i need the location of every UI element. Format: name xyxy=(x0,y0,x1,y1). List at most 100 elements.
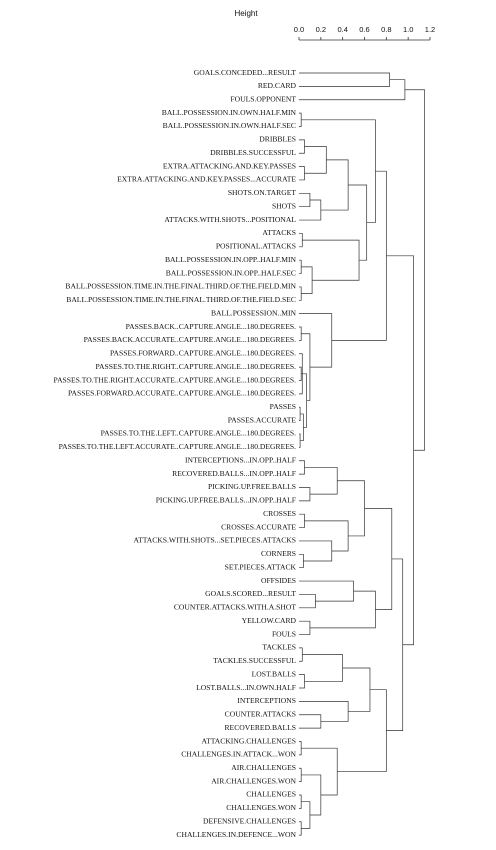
leaf-label: PASSES.ACCURATE xyxy=(228,415,297,424)
leaf-label: PICKING.UP.FREE.BALLS xyxy=(208,482,296,491)
x-tick-label: 0.6 xyxy=(359,25,369,34)
dendrogram-branch xyxy=(301,747,338,796)
dendrogram-branch xyxy=(304,520,349,552)
dendrogram-branch xyxy=(386,558,404,731)
dendrogram-branch xyxy=(299,487,311,502)
dendrogram-branch xyxy=(299,594,316,609)
dendrogram-branch xyxy=(309,590,376,629)
leaf-label: RED.CARD xyxy=(258,81,297,90)
dendrogram-branch xyxy=(299,580,354,602)
dendrogram-branch xyxy=(302,239,360,281)
x-tick-label: 0.4 xyxy=(337,25,347,34)
leaf-label: BALL.POSSESSION..MIN xyxy=(211,308,297,317)
dendrogram-branch xyxy=(299,821,302,836)
leaf-label: CHALLENGES.WON xyxy=(226,803,296,812)
dendrogram-branch xyxy=(302,654,344,682)
dendrogram-branch xyxy=(299,460,305,475)
dendrogram-branch xyxy=(299,286,302,301)
leaf-label: PASSES.TO.THE.RIGHT.ACCURATE..CAPTURE.AN… xyxy=(54,375,297,384)
dendrogram-branch xyxy=(299,620,311,635)
leaf-label: ATTACKS.WITH.SHOTS...POSITIONAL xyxy=(164,215,296,224)
dendrogram-branch xyxy=(299,199,322,221)
leaf-label: COUNTER.ATTACKS xyxy=(225,710,296,719)
leaf-label: CORNERS xyxy=(261,549,296,558)
leaf-label: PASSES.TO.THE.LEFT.ACCURATE..CAPTURE.ANG… xyxy=(59,442,296,451)
dendrogram-branch xyxy=(386,255,414,646)
leaf-label: ATTACKING.CHALLENGES xyxy=(201,736,296,745)
leaf-label: SHOTS xyxy=(272,201,296,210)
leaf-label: BALL.POSSESSION.TIME.IN.THE.FINAL.THIRD.… xyxy=(65,282,296,291)
leaf-label: BALL.POSSESSION.TIME.IN.THE.FINAL.THIRD.… xyxy=(66,295,296,304)
x-tick-label: 1.0 xyxy=(403,25,413,34)
leaf-label: CHALLENGES.IN.ATTACK...WON xyxy=(181,750,296,759)
leaf-label: YELLOW.CARD xyxy=(242,616,297,625)
dendrogram-branch xyxy=(299,513,305,528)
leaf-label: PASSES.TO.THE.LEFT..CAPTURE.ANGLE...180.… xyxy=(101,429,297,438)
dendrogram-branch xyxy=(348,184,368,261)
dendrogram-branch xyxy=(299,553,304,569)
dendrogram-branch xyxy=(364,508,393,610)
dendrogram-branch xyxy=(331,170,387,341)
dendrogram-branch xyxy=(299,166,305,181)
dendrogram-branch xyxy=(299,259,302,274)
dendrogram-branch xyxy=(304,146,327,174)
dendrogram-branch xyxy=(299,741,302,756)
dendrogram-branch xyxy=(301,774,322,816)
x-tick-label: 0.8 xyxy=(381,25,391,34)
dendrogram-branch xyxy=(299,794,302,809)
dendrogram-branch xyxy=(304,467,338,495)
dendrogram-branch xyxy=(299,674,305,689)
dendrogram-branch xyxy=(342,667,371,712)
leaf-label: BALL.POSSESSION.IN.OPP..HALF.MIN xyxy=(165,255,297,264)
leaf-label: CHALLENGES.IN.DEFENCE...WON xyxy=(176,830,296,839)
leaf-label: AIR.CHALLENGES.WON xyxy=(211,776,296,785)
dendrogram-branch xyxy=(301,801,311,829)
leaf-label: ATTACKS.WITH.SHOTS...SET.PIECES.ATTACKS xyxy=(133,536,296,545)
leaf-label: INTERCEPTIONS xyxy=(237,696,296,705)
leaf-label: LOST.BALLS xyxy=(252,669,296,678)
dendrogram-branch xyxy=(299,139,305,154)
x-tick-label: 0.2 xyxy=(316,25,326,34)
dendrogram-branch xyxy=(299,366,302,381)
leaf-label: FOULS xyxy=(272,629,296,638)
dendrogram-branch xyxy=(299,233,303,248)
leaf-label: RECOVERED.BALLS xyxy=(224,723,296,732)
leaf-label: PICKING.UP.FREE.BALLS...IN.OPP..HALF xyxy=(156,496,296,505)
leaf-label: BALL.POSSESSION.IN.OWN.HALF.SEC xyxy=(163,121,296,130)
dendrogram-branch xyxy=(299,79,406,101)
dendrogram-branch xyxy=(300,413,304,442)
leaf-label: PASSES.FORWARD.ACCURATE..CAPTURE.ANGLE..… xyxy=(68,389,296,398)
leaf-label: ATTACKS xyxy=(262,228,296,237)
leaf-label: COUNTER.ATTACKS.WITH.A.SHOT xyxy=(174,603,297,612)
leaf-label: EXTRA.ATTACKING.AND.KEY.PASSES...ACCURAT… xyxy=(117,175,296,184)
leaf-label: SET.PIECES.ATTACK xyxy=(225,562,297,571)
dendrogram-branch xyxy=(320,159,349,211)
leaf-label: LOST.BALLS...IN.OWN.HALF xyxy=(196,683,296,692)
leaf-label: SHOTS.ON.TARGET xyxy=(228,188,297,197)
dendrogram-branch xyxy=(299,714,322,729)
dendrogram-branch xyxy=(299,192,311,208)
dendrogram-branch xyxy=(299,406,301,421)
dendrogram-branch xyxy=(303,373,307,428)
dendrogram-branch xyxy=(299,647,303,662)
leaf-label: TACKLES.SUCCESSFUL xyxy=(213,656,296,665)
leaf-label: PASSES.BACK.ACCURATE..CAPTURE.ANGLE...18… xyxy=(84,335,296,344)
dendrogram-branch xyxy=(337,689,387,772)
dendrogram-branch xyxy=(299,540,333,562)
x-tick-label: 1.2 xyxy=(425,25,435,34)
leaf-label: PASSES.FORWARD..CAPTURE.ANGLE...180.DEGR… xyxy=(110,349,296,358)
leaf-label: CROSSES.ACCURATE xyxy=(221,522,296,531)
leaf-label: AIR.CHALLENGES xyxy=(231,763,296,772)
dendrogram-branch xyxy=(337,480,365,537)
dendrogram-branch xyxy=(299,72,390,87)
leaf-label: DRIBBLES xyxy=(259,135,296,144)
axis-title: Height xyxy=(234,9,258,18)
leaf-label: PASSES.BACK..CAPTURE.ANGLE...180.DEGREES… xyxy=(126,322,296,331)
leaf-label: PASSES xyxy=(270,402,296,411)
leaf-label: PASSES.TO.THE.RIGHT..CAPTURE.ANGLE...180… xyxy=(96,362,297,371)
dendrogram-branch xyxy=(299,701,349,722)
leaf-label: RECOVERED.BALLS...IN.OPP..HALF xyxy=(172,469,296,478)
dendrogram-branch xyxy=(299,326,302,341)
dendrogram-branch xyxy=(299,767,302,782)
